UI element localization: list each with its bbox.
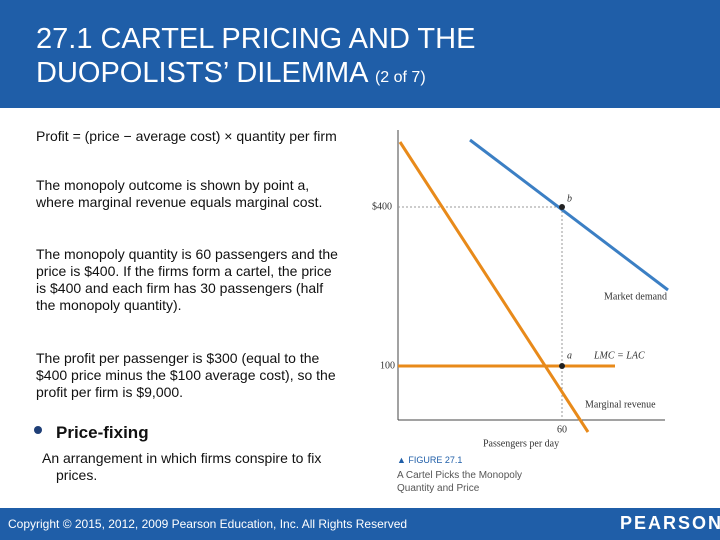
label: Passengers per day	[483, 438, 559, 449]
header-band	[0, 0, 720, 108]
paragraph: The monopoly outcome is shown by point a…	[36, 177, 323, 210]
copyright: Copyright © 2015, 2012, 2009 Pearson Edu…	[8, 517, 408, 531]
caption-number-text: FIGURE 27.1	[408, 455, 463, 465]
label: LMC = LAC	[593, 350, 645, 361]
paragraph: The profit per passenger is $300 (equal …	[36, 350, 336, 400]
logo: PEARSON	[620, 513, 720, 533]
point-a	[559, 363, 565, 369]
bullet-term: Price-fixing	[56, 423, 149, 442]
label: b	[567, 193, 572, 204]
caption-title: A Cartel Picks the Monopoly Quantity and…	[397, 470, 523, 494]
bullet-dot	[34, 426, 42, 434]
bullet-definition: An arrangement in which firms conspire t…	[42, 450, 322, 483]
demand-curve	[469, 138, 669, 292]
label: Market demand	[604, 291, 667, 302]
label: a	[567, 350, 572, 361]
figure: $400 100 60 b a Market demand LMC = LAC …	[372, 130, 669, 449]
footer-band	[0, 508, 720, 540]
title-part: (2 of 7)	[374, 69, 426, 86]
paragraph: Profit = (price − average cost) × quanti…	[36, 128, 337, 144]
point-b	[559, 204, 565, 210]
label: Marginal revenue	[585, 399, 656, 410]
label: 60	[557, 424, 567, 435]
label: 100	[380, 360, 395, 371]
mr-curve	[398, 141, 590, 433]
label: $400	[372, 201, 392, 212]
title-text: 27.1 CARTEL PRICING AND THE DUOPOLISTS’ …	[36, 23, 476, 89]
title: 27.1 CARTEL PRICING AND THE DUOPOLISTS’ …	[36, 22, 556, 95]
caption-number: ▲ FIGURE 27.1	[397, 455, 463, 465]
paragraph: The monopoly quantity is 60 passengers a…	[36, 246, 338, 313]
